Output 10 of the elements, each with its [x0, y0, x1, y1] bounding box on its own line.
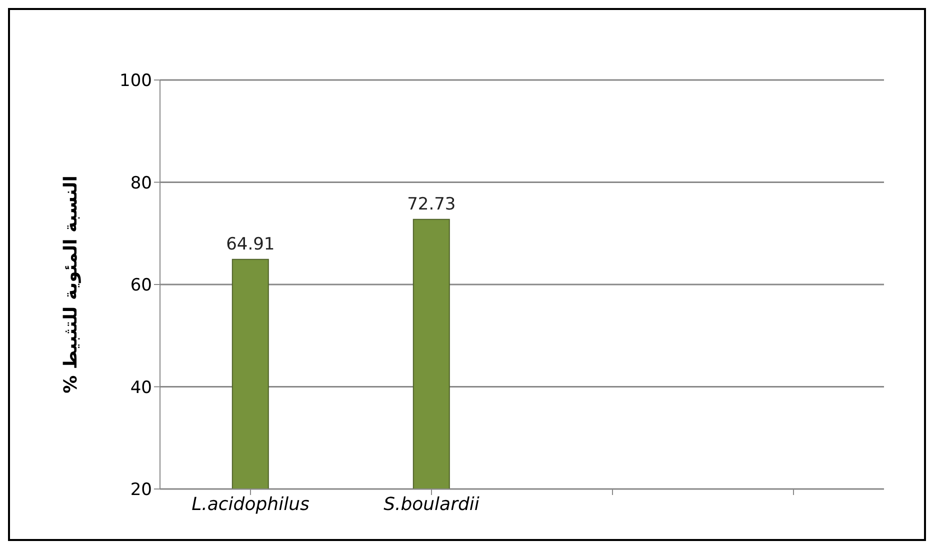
y-tick-label: 20	[130, 480, 152, 500]
data-label: 64.91	[226, 234, 275, 254]
x-tick-label: L.acidophilus	[192, 494, 310, 515]
y-tick-label: 80	[130, 173, 152, 194]
y-tick-label: 40	[130, 378, 152, 398]
x-tick-label: S.boulardii	[384, 494, 480, 515]
y-tick-label: 60	[130, 276, 152, 296]
data-label: 72.73	[407, 194, 456, 214]
y-tick-label: 100	[120, 71, 152, 92]
y-axis-title: النسبة المئوية للتثبيط %	[60, 176, 82, 394]
